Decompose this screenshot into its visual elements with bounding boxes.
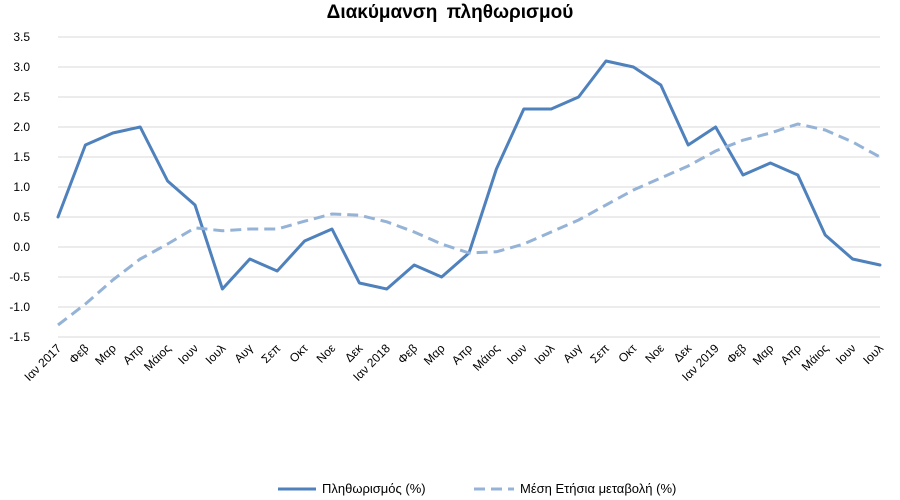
y-tick-label: 2.5 — [13, 90, 30, 104]
x-tick-label: Φεβ — [724, 341, 749, 366]
x-tick-label: Ιαν 2017 — [21, 341, 64, 384]
x-tick-label: Αυγ — [231, 341, 255, 365]
x-tick-label: Μάιος — [470, 341, 503, 374]
x-tick-label: Οκτ — [615, 341, 639, 365]
y-tick-label: 2.0 — [13, 120, 30, 134]
x-tick-label: Μάιος — [141, 341, 174, 374]
y-tick-label: -1.5 — [9, 330, 30, 344]
y-tick-label: 1.5 — [13, 150, 30, 164]
x-tick-label: Νοε — [642, 341, 667, 366]
legend-label: Πληθωρισμός (%) — [322, 481, 426, 496]
x-tick-label: Σεπ — [587, 341, 612, 366]
x-tick-label: Ιουν — [504, 341, 530, 367]
x-tick-label: Μαρ — [92, 341, 119, 368]
series-line-average-annual-change — [57, 122, 881, 327]
x-tick-label: Νοε — [314, 341, 339, 366]
x-tick-label: Ιουλ — [531, 341, 557, 367]
x-tick-label: Οκτ — [287, 341, 311, 365]
y-tick-label: 3.0 — [13, 60, 30, 74]
x-tick-label: Αυγ — [560, 341, 584, 365]
y-tick-label: 3.5 — [13, 30, 30, 44]
y-tick-label: 1.0 — [13, 180, 30, 194]
y-tick-label: 0.5 — [13, 210, 30, 224]
legend: Πληθωρισμός (%) Μέση Ετήσια μεταβολή (%) — [278, 481, 676, 496]
legend-label: Μέση Ετήσια μεταβολή (%) — [520, 481, 676, 496]
series-lines — [56, 59, 882, 327]
x-tick-label: Φεβ — [395, 341, 420, 366]
series-line-inflation — [56, 59, 882, 291]
x-tick-label: Σεπ — [259, 341, 284, 366]
y-axis-ticks: 3.5 3.0 2.5 2.0 1.5 1.0 0.5 0.0 -0.5 -1.0 -1.5 — [9, 30, 30, 344]
y-tick-label: -0.5 — [9, 270, 30, 284]
gridlines — [58, 36, 880, 338]
x-tick-label: Ιουλ — [860, 341, 886, 367]
x-tick-label: Ιουν — [175, 341, 201, 367]
chart-title: Διακύμανση πληθωρισμού — [326, 2, 574, 23]
x-tick-label: Μαρ — [750, 341, 777, 368]
x-tick-label: Μαρ — [421, 341, 448, 368]
x-tick-label: Φεβ — [66, 341, 91, 366]
x-tick-label: Ιουλ — [203, 341, 229, 367]
y-tick-label: 0.0 — [13, 240, 30, 254]
x-tick-label: Μάιος — [799, 341, 832, 374]
x-tick-label: Ιουν — [833, 341, 859, 367]
y-tick-label: -1.0 — [9, 300, 30, 314]
